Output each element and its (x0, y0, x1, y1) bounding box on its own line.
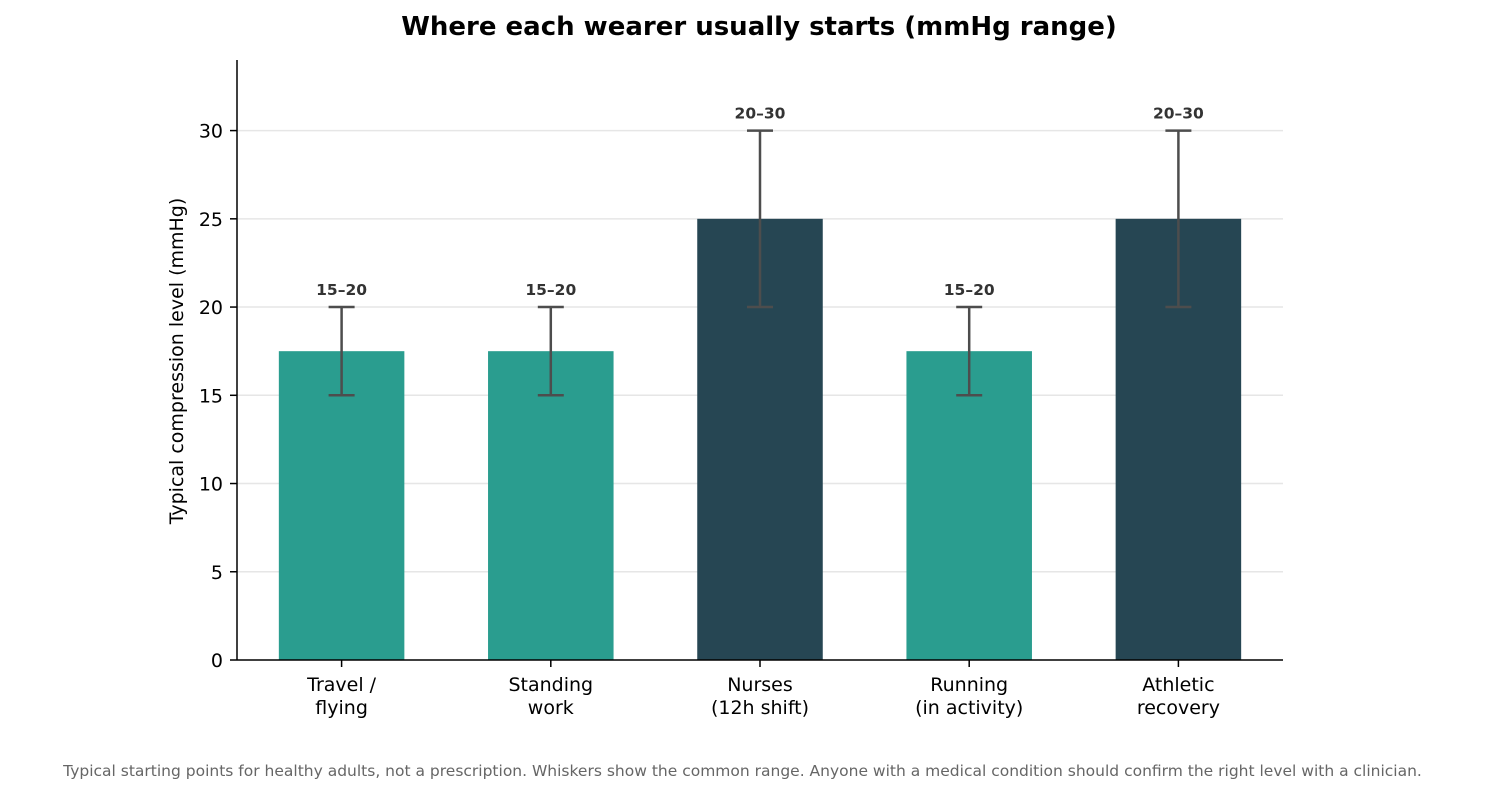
x-tick-label: Running (in activity) (915, 674, 1023, 719)
y-axis-label: Typical compression level (mmHg) (166, 198, 188, 526)
range-label: 20–30 (735, 105, 786, 123)
bars (278, 218, 1242, 660)
range-label: 20–30 (1153, 105, 1204, 123)
bar (278, 351, 405, 660)
y-tick-label: 25 (199, 209, 223, 231)
x-ticks: Travel / flying Standing work Nurses (12h shi… (306, 660, 1220, 719)
bar (906, 351, 1032, 660)
range-labels: 15–20 15–20 20–30 15–20 20–30 (316, 105, 1204, 299)
bar (488, 351, 614, 660)
y-tick-label: 30 (199, 121, 223, 143)
y-tick-label: 0 (211, 650, 223, 672)
range-label: 15–20 (525, 281, 576, 299)
x-tick-label: Standing work (508, 674, 593, 719)
y-ticks: 0 5 10 15 20 25 30 (199, 121, 237, 672)
x-tick-label: Athletic recovery (1137, 674, 1220, 719)
y-tick-label: 5 (211, 562, 223, 584)
footnote: Typical starting points for healthy adul… (63, 762, 1422, 780)
range-label: 15–20 (944, 281, 995, 299)
error-bars (328, 129, 1192, 397)
chart-title: Where each wearer usually starts (mmHg r… (401, 12, 1117, 42)
y-tick-label: 10 (199, 474, 223, 496)
x-tick-label: Travel / flying (306, 674, 377, 719)
range-label: 15–20 (316, 281, 367, 299)
x-tick-label: Nurses (12h shift) (711, 674, 809, 719)
y-tick-label: 15 (199, 385, 223, 407)
y-tick-label: 20 (199, 297, 223, 319)
